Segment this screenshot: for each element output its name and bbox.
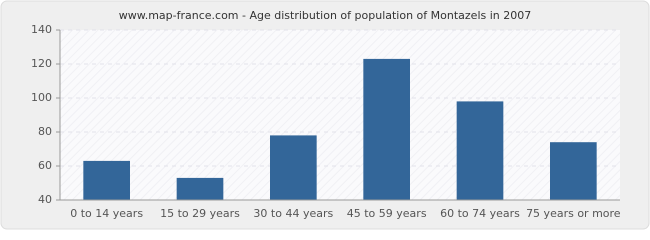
x-tick-label: 60 to 74 years [440,207,520,220]
y-tick-label: 80 [38,125,52,138]
bar [550,142,597,200]
y-tick-label: 100 [31,91,52,104]
x-tick-label: 15 to 29 years [160,207,240,220]
plot-area [60,30,620,200]
bar [456,101,504,200]
x-tick-label: 45 to 59 years [347,207,427,220]
x-tick-label: 75 years or more [526,207,621,220]
y-tick-label: 60 [38,159,52,172]
y-tick-label: 140 [31,23,52,36]
bar [83,160,130,200]
bar [176,177,224,200]
y-tick-label: 120 [31,57,52,70]
chart-title: www.map-france.com - Age distribution of… [119,9,532,22]
x-tick-label: 30 to 44 years [253,207,333,220]
chart: www.map-france.com - Age distribution of… [0,0,650,230]
y-tick-label: 40 [38,193,52,206]
bar [270,135,317,200]
bar [363,58,410,201]
x-tick-label: 0 to 14 years [70,207,143,220]
